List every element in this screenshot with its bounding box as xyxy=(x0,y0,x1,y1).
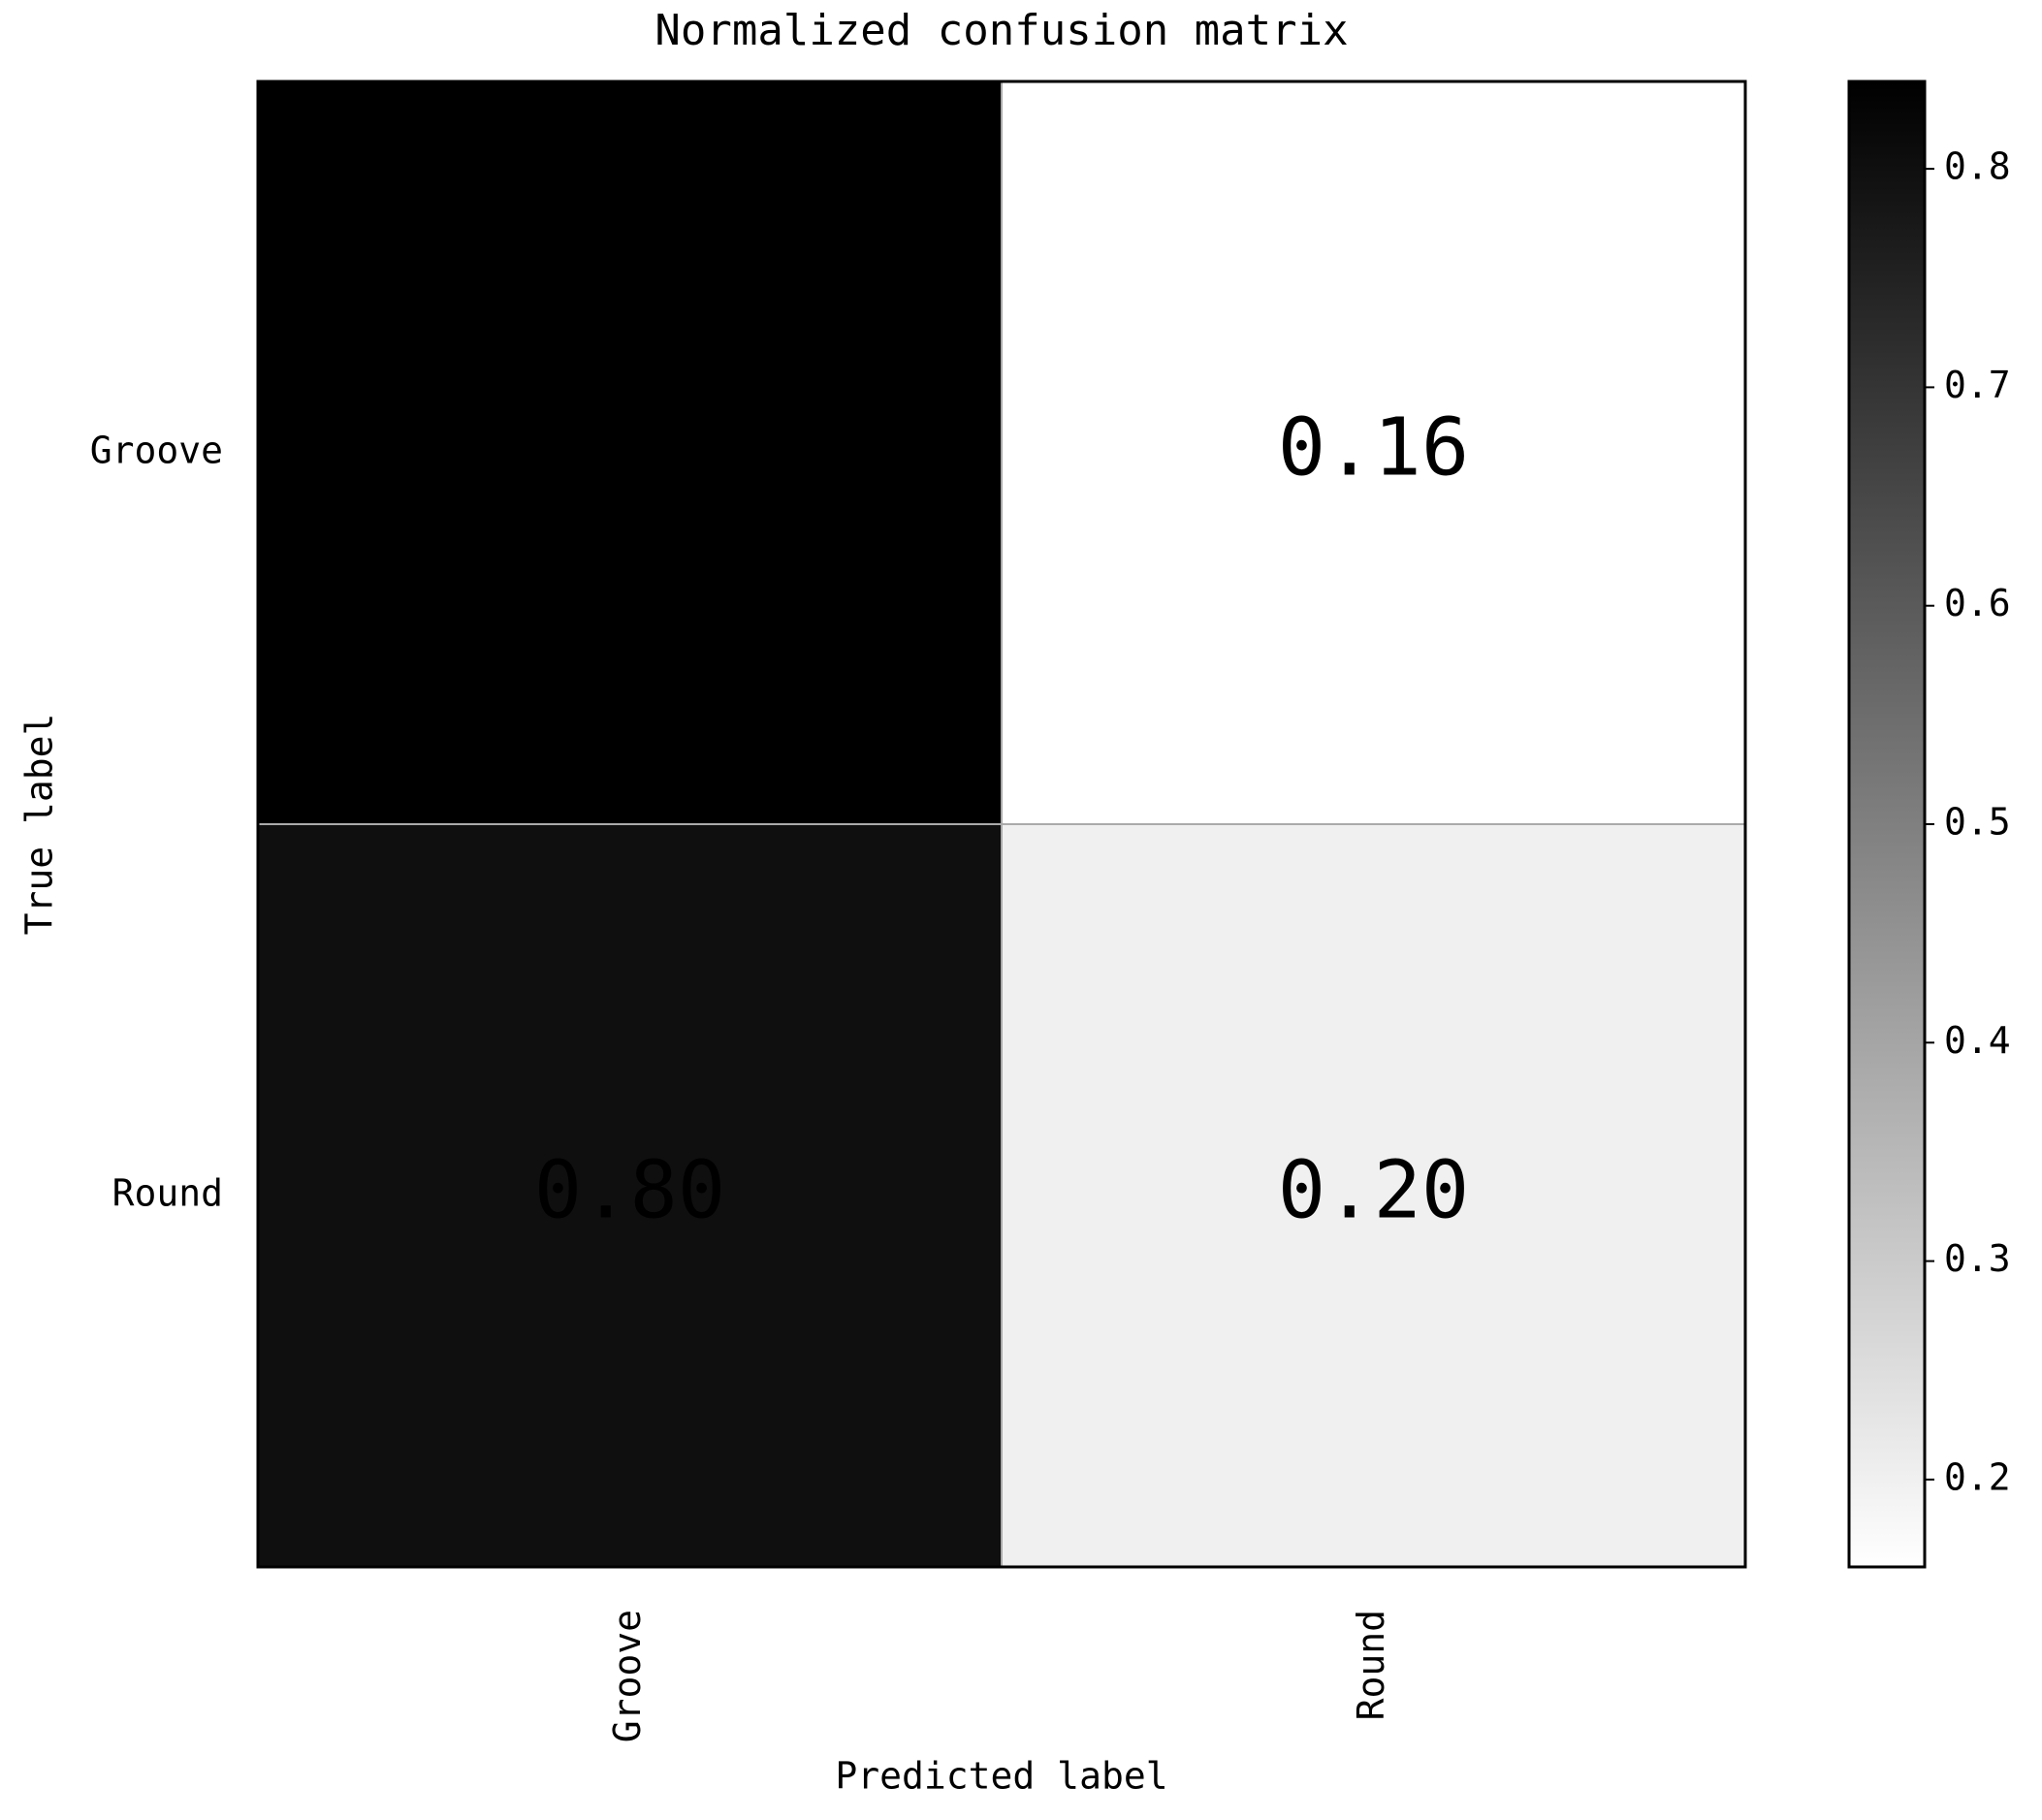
cell-value-label: 0.20 xyxy=(1278,1144,1469,1236)
heatmap-cell xyxy=(1001,823,1746,1568)
colorbar-tick-label: 0.8 xyxy=(1944,145,2011,188)
colorbar-tick-label: 0.6 xyxy=(1944,582,2011,624)
y-tick-label: Groove xyxy=(90,430,223,472)
colorbar-tick-label: 0.4 xyxy=(1944,1019,2011,1062)
colorbar-tick-label: 0.5 xyxy=(1944,801,2011,844)
chart-title: Normalized confusion matrix xyxy=(654,6,1348,55)
cell-value-label: 0.84 xyxy=(534,401,725,494)
x-tick-label: Groove xyxy=(606,1610,649,1742)
x-tick-label: Round xyxy=(1350,1610,1392,1720)
y-tick-label: Round xyxy=(112,1172,223,1215)
colorbar-tick-label: 0.7 xyxy=(1944,364,2011,406)
colorbar-tick-label: 0.2 xyxy=(1944,1455,2011,1498)
cell-value-label: 0.16 xyxy=(1278,401,1469,494)
colorbar xyxy=(1847,80,1927,1569)
cell-value-label: 0.80 xyxy=(534,1144,725,1236)
heatmap-cell xyxy=(257,823,1003,1568)
heatmap-cell xyxy=(1001,80,1746,825)
colorbar-tick-label: 0.3 xyxy=(1944,1237,2011,1280)
y-axis-label: True label xyxy=(18,714,61,936)
heatmap-cell xyxy=(257,80,1003,825)
plot-frame xyxy=(256,80,1747,1569)
x-axis-label: Predicted label xyxy=(835,1755,1167,1798)
